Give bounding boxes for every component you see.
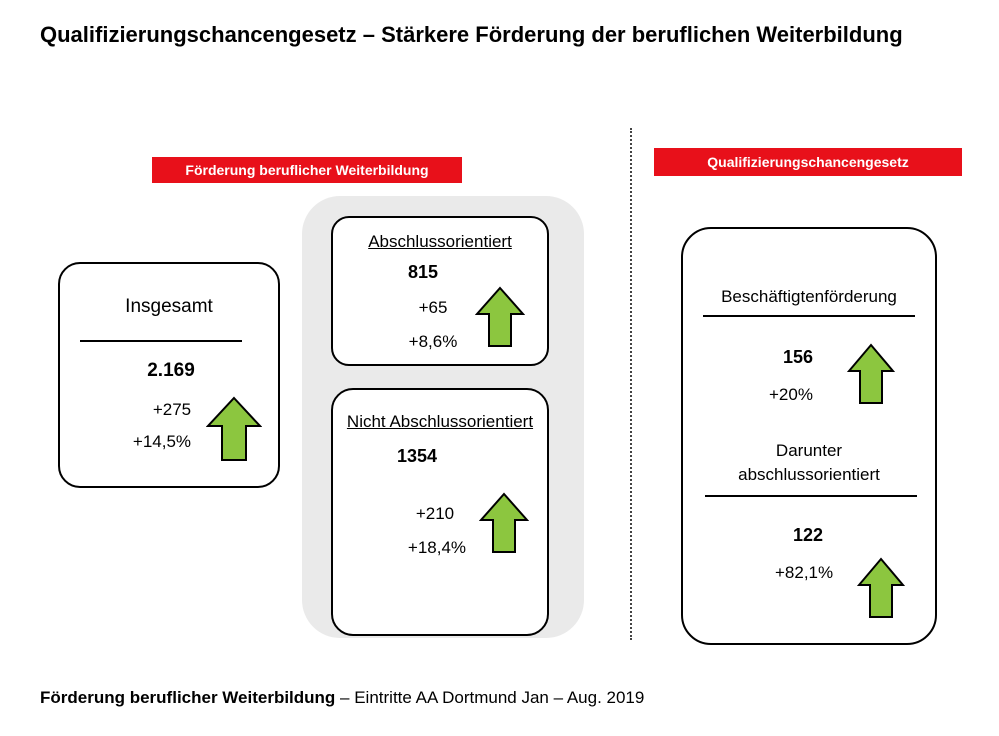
insgesamt-rule: [80, 340, 242, 342]
insgesamt-delta-pct: +14,5%: [132, 432, 192, 451]
abschluss-delta-pct: +8,6%: [408, 332, 458, 351]
darunter-rule: [705, 495, 917, 497]
abschluss-up-arrow-icon: [475, 286, 525, 347]
abschluss-delta-abs: +65: [418, 298, 448, 317]
insgesamt-value: 2.169: [147, 360, 195, 381]
darunter-up-arrow-icon: [857, 557, 905, 618]
footer-bold: Förderung beruflicher Weiterbildung: [40, 688, 336, 707]
qualifizierung-card: Beschäftigtenförderung 156 +20% Darunter…: [681, 227, 937, 645]
insgesamt-label: Insgesamt: [125, 296, 213, 317]
insgesamt-up-arrow-icon: [206, 396, 262, 461]
nicht-abschluss-up-arrow-icon: [479, 492, 529, 553]
darunter-label-line1: Darunter: [775, 441, 843, 460]
nicht-abschluss-value: 1354: [396, 446, 438, 466]
abschluss-card: Abschlussorientiert 815 +65 +8,6%: [331, 216, 549, 366]
left-banner: Förderung beruflicher Weiterbildung: [152, 157, 462, 183]
nicht-abschluss-card: Nicht Abschlussorientiert 1354 +210 +18,…: [331, 388, 549, 636]
footer-rest: – Eintritte AA Dortmund Jan – Aug. 2019: [335, 688, 645, 707]
page-title: Qualifizierungschancengesetz – Stärkere …: [40, 22, 903, 47]
darunter-value: 122: [793, 525, 824, 545]
nicht-abschluss-delta-pct: +18,4%: [407, 538, 467, 557]
beschaeftigten-delta-pct: +20%: [769, 385, 813, 404]
footer-caption: Förderung beruflicher Weiterbildung – Ei…: [40, 688, 644, 708]
right-banner: Qualifizierungschancengesetz: [654, 148, 962, 176]
darunter-label-line2: abschlussorientiert: [738, 465, 880, 484]
abschluss-label: Abschlussorientiert: [368, 232, 512, 251]
beschaeftigten-value: 156: [783, 347, 814, 367]
beschaeftigten-label: Beschäftigtenförderung: [721, 287, 897, 306]
beschaeftigten-rule: [703, 315, 915, 317]
nicht-abschluss-label: Nicht Abschlussorientiert: [346, 412, 534, 431]
section-divider: [630, 128, 632, 640]
abschluss-value: 815: [407, 262, 439, 282]
insgesamt-delta-abs: +275: [152, 400, 192, 419]
beschaeftigten-up-arrow-icon: [847, 343, 895, 404]
nicht-abschluss-delta-abs: +210: [415, 504, 455, 523]
insgesamt-card: Insgesamt 2.169 +275 +14,5%: [58, 262, 280, 488]
darunter-delta-pct: +82,1%: [775, 563, 834, 582]
